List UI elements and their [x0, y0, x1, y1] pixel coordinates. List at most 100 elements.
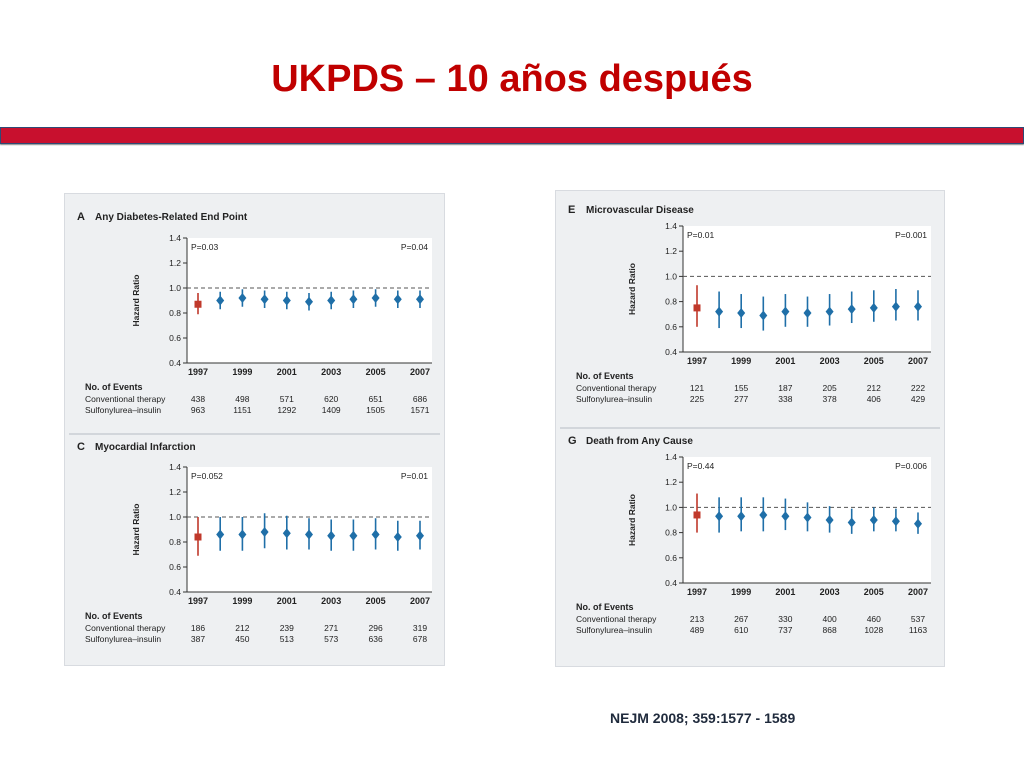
x-tick-label: 2001: [277, 596, 297, 606]
events-value: 686: [413, 394, 427, 404]
events-value: 400: [823, 614, 837, 624]
y-axis-label: Hazard Ratio: [627, 494, 637, 546]
data-point: [305, 296, 313, 307]
data-point: [416, 294, 424, 305]
events-title: No. of Events: [576, 602, 634, 612]
panel-letter: C: [77, 441, 85, 453]
x-tick-label: 2007: [908, 356, 928, 366]
y-tick-label: 1.0: [169, 512, 181, 522]
p-value-left: P=0.03: [191, 242, 218, 252]
events-title: No. of Events: [576, 371, 634, 381]
events-value: 450: [235, 634, 249, 644]
events-value: 678: [413, 634, 427, 644]
y-tick-label: 1.4: [169, 233, 181, 243]
x-tick-label: 2003: [321, 367, 341, 377]
events-value: 205: [823, 383, 837, 393]
x-tick-label: 2005: [366, 596, 386, 606]
data-point: [282, 528, 291, 539]
p-value-left: P=0.052: [191, 471, 223, 481]
y-tick-label: 0.4: [665, 578, 677, 588]
y-tick-label: 1.0: [665, 502, 677, 512]
p-value-right: P=0.001: [895, 230, 927, 240]
data-point: [869, 515, 878, 525]
y-tick-label: 0.4: [665, 347, 677, 357]
events-row-label: Sulfonylurea–insulin: [85, 405, 161, 415]
events-value: 429: [911, 394, 925, 404]
x-tick-label: 1997: [188, 367, 208, 377]
events-value: 213: [690, 614, 704, 624]
p-value-left: P=0.44: [687, 461, 714, 471]
x-tick-label: 2005: [864, 356, 884, 366]
y-tick-label: 0.6: [665, 322, 677, 332]
data-point: [260, 294, 269, 305]
data-point: [803, 307, 812, 318]
figure-panel-left: A Any Diabetes-Related End Point 0.4 0.6 0.8…: [64, 193, 445, 666]
events-value: 319: [413, 623, 427, 633]
figure-left-svg: A Any Diabetes-Related End Point 0.4 0.6 0.8…: [69, 211, 440, 644]
events-value: 963: [191, 405, 205, 415]
x-tick-label: 2007: [908, 587, 928, 597]
x-tick-label: 2007: [410, 367, 430, 377]
title-divider-bar: [0, 127, 1024, 144]
events-value: 378: [823, 394, 837, 404]
p-value-left: P=0.01: [687, 230, 714, 240]
events-value: 225: [690, 394, 704, 404]
events-value: 296: [369, 623, 383, 633]
events-row-label: Conventional therapy: [576, 383, 657, 393]
baseline-point: [194, 533, 202, 541]
y-tick-label: 1.0: [665, 271, 677, 281]
data-point: [327, 530, 336, 541]
chart-e: E Microvascular Disease 0.4 0.6 0.8 1.0 1.2 1.4…: [568, 204, 931, 404]
data-point: [759, 310, 768, 321]
events-value: 267: [734, 614, 748, 624]
y-tick-label: 1.2: [665, 477, 677, 487]
data-point: [781, 511, 790, 522]
events-row-label: Conventional therapy: [85, 623, 166, 633]
data-point: [803, 512, 812, 523]
data-point: [305, 529, 313, 540]
panel-letter: A: [77, 211, 85, 223]
events-value: 121: [690, 383, 704, 393]
data-point: [914, 301, 922, 312]
events-value: 868: [823, 625, 837, 635]
y-axis-label: Hazard Ratio: [131, 275, 141, 327]
data-point: [825, 306, 834, 317]
data-point: [891, 301, 900, 312]
x-tick-label: 1999: [731, 587, 751, 597]
data-point: [715, 511, 724, 522]
events-value: 1505: [366, 405, 385, 415]
data-point: [371, 293, 380, 303]
events-value: 620: [324, 394, 338, 404]
panel-title: Microvascular Disease: [586, 205, 694, 216]
events-value: 489: [690, 625, 704, 635]
events-row-label: Conventional therapy: [85, 394, 166, 404]
events-value: 498: [235, 394, 249, 404]
events-row-label: Sulfonylurea–insulin: [576, 394, 652, 404]
events-value: 1151: [233, 405, 252, 415]
data-point: [216, 295, 225, 306]
events-value: 212: [867, 383, 881, 393]
data-point: [238, 529, 247, 540]
x-tick-label: 1997: [687, 587, 707, 597]
p-value-right: P=0.01: [401, 471, 428, 481]
data-point: [371, 529, 380, 540]
panel-title: Death from Any Cause: [586, 436, 693, 447]
events-value: 737: [778, 625, 792, 635]
baseline-point: [194, 300, 202, 308]
y-tick-label: 0.6: [665, 553, 677, 563]
y-tick-label: 0.8: [665, 297, 677, 307]
data-point: [914, 518, 922, 529]
events-value: 610: [734, 625, 748, 635]
figure-right-svg: E Microvascular Disease 0.4 0.6 0.8 1.0 1.2 1.4…: [560, 204, 940, 635]
data-point: [715, 306, 724, 317]
data-point: [847, 304, 856, 315]
events-value: 537: [911, 614, 925, 624]
y-axis-label: Hazard Ratio: [627, 263, 637, 315]
events-value: 212: [235, 623, 249, 633]
events-value: 277: [734, 394, 748, 404]
baseline-point: [693, 511, 701, 519]
panel-letter: G: [568, 435, 577, 447]
data-point: [847, 517, 856, 528]
y-tick-label: 0.4: [169, 587, 181, 597]
y-tick-label: 0.6: [169, 562, 181, 572]
